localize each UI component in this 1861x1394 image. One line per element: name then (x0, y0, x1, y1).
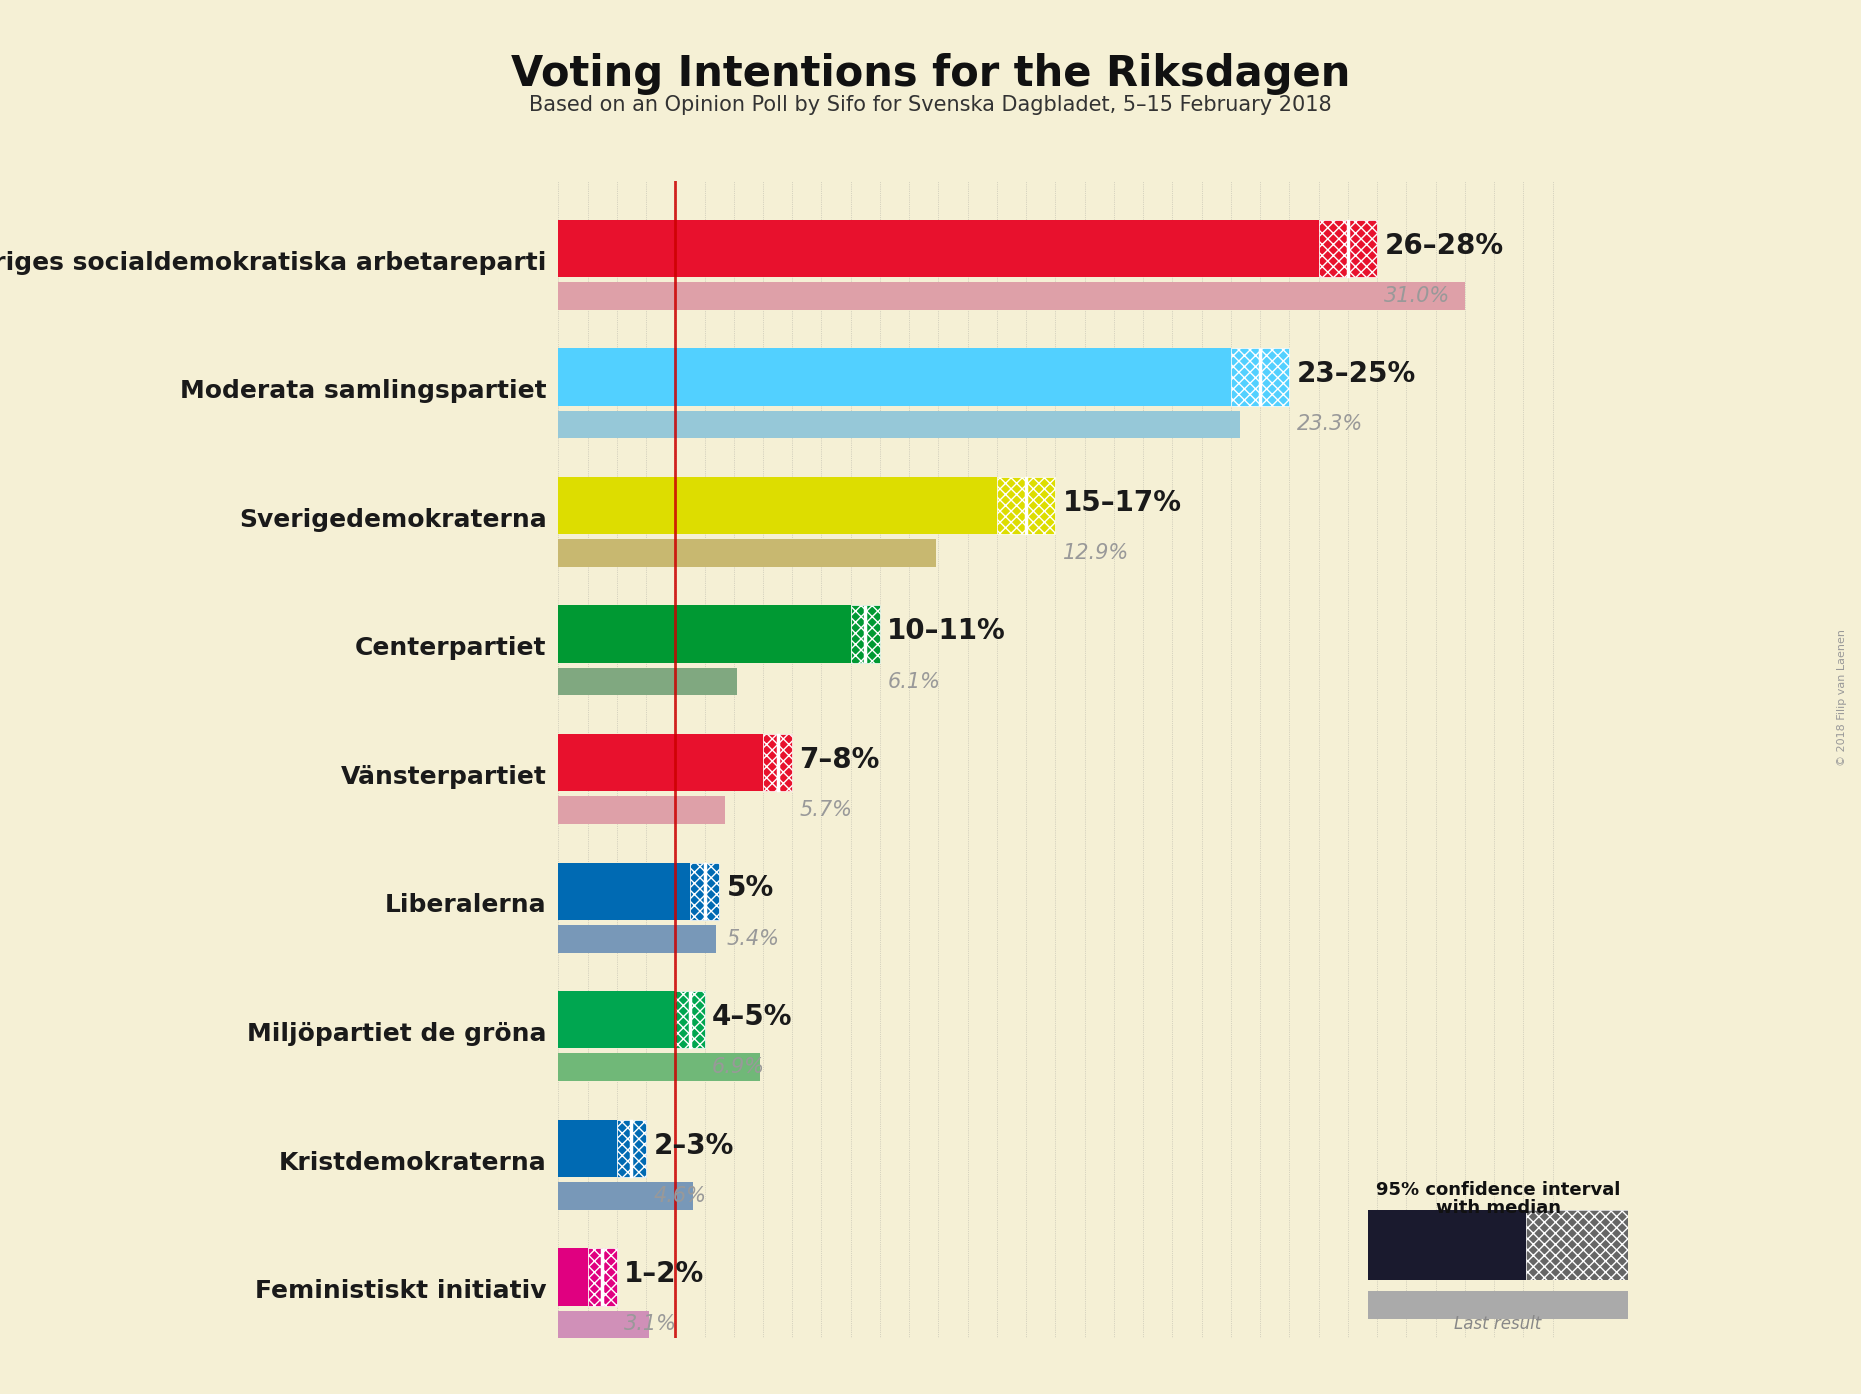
Text: 7–8%: 7–8% (800, 746, 880, 774)
Bar (558, 220, 1319, 277)
Text: 4.6%: 4.6% (653, 1186, 707, 1206)
Text: 6.9%: 6.9% (711, 1057, 765, 1078)
Bar (558, 1054, 759, 1082)
Bar (616, 1119, 646, 1177)
Text: 23.3%: 23.3% (1297, 414, 1362, 435)
Bar (850, 605, 880, 662)
Text: 15–17%: 15–17% (1063, 489, 1182, 517)
Text: 1–2%: 1–2% (623, 1260, 703, 1288)
Bar (558, 1119, 616, 1177)
Bar (558, 477, 997, 534)
Text: 2–3%: 2–3% (653, 1132, 733, 1160)
Bar (558, 863, 690, 920)
Bar (558, 668, 737, 696)
Text: Based on an Opinion Poll by Sifo for Svenska Dagbladet, 5–15 February 2018: Based on an Opinion Poll by Sifo for Sve… (529, 95, 1332, 114)
Text: 5%: 5% (726, 874, 774, 902)
Text: Miljöpartiet de gröna: Miljöpartiet de gröna (248, 1022, 547, 1046)
Bar (558, 605, 850, 662)
Bar (558, 411, 1239, 438)
Bar (676, 991, 705, 1048)
Bar (763, 735, 793, 792)
Bar (558, 1182, 692, 1210)
Text: Feministiskt initiativ: Feministiskt initiativ (255, 1280, 547, 1303)
Text: © 2018 Filip van Laenen: © 2018 Filip van Laenen (1837, 629, 1848, 765)
Text: Moderata samlingspartiet: Moderata samlingspartiet (181, 379, 547, 403)
Bar (558, 348, 1230, 406)
Text: 12.9%: 12.9% (1063, 544, 1130, 563)
Text: Vänsterpartiet: Vänsterpartiet (341, 765, 547, 789)
Bar (558, 735, 763, 792)
Bar (1319, 220, 1377, 277)
Text: Voting Intentions for the Riksdagen: Voting Intentions for the Riksdagen (510, 53, 1351, 95)
Text: Sveriges socialdemokratiska arbetareparti: Sveriges socialdemokratiska arbetarepart… (0, 251, 547, 275)
Text: 5.4%: 5.4% (726, 928, 780, 949)
Text: 4–5%: 4–5% (711, 1002, 793, 1032)
Bar (690, 863, 718, 920)
Text: Last result: Last result (1455, 1315, 1541, 1333)
Text: Liberalerna: Liberalerna (385, 894, 547, 917)
Text: 31.0%: 31.0% (1385, 286, 1452, 305)
Text: Centerpartiet: Centerpartiet (355, 637, 547, 661)
Bar (997, 477, 1055, 534)
Bar (558, 539, 936, 567)
Text: 10–11%: 10–11% (888, 618, 1007, 645)
Bar (558, 282, 1465, 309)
Bar (558, 796, 726, 824)
Bar (1230, 348, 1290, 406)
Text: 3.1%: 3.1% (623, 1315, 677, 1334)
Bar (588, 1248, 616, 1306)
Text: 6.1%: 6.1% (888, 672, 940, 691)
Bar (558, 1248, 588, 1306)
Text: 5.7%: 5.7% (800, 800, 852, 820)
Text: Kristdemokraterna: Kristdemokraterna (279, 1150, 547, 1175)
Text: 23–25%: 23–25% (1297, 360, 1416, 388)
Bar (558, 991, 676, 1048)
Text: with median: with median (1435, 1199, 1561, 1217)
Text: 95% confidence interval: 95% confidence interval (1375, 1181, 1621, 1199)
Bar (558, 924, 716, 952)
Text: 26–28%: 26–28% (1385, 231, 1504, 259)
Bar (558, 1310, 649, 1338)
Text: Sverigedemokraterna: Sverigedemokraterna (238, 507, 547, 533)
